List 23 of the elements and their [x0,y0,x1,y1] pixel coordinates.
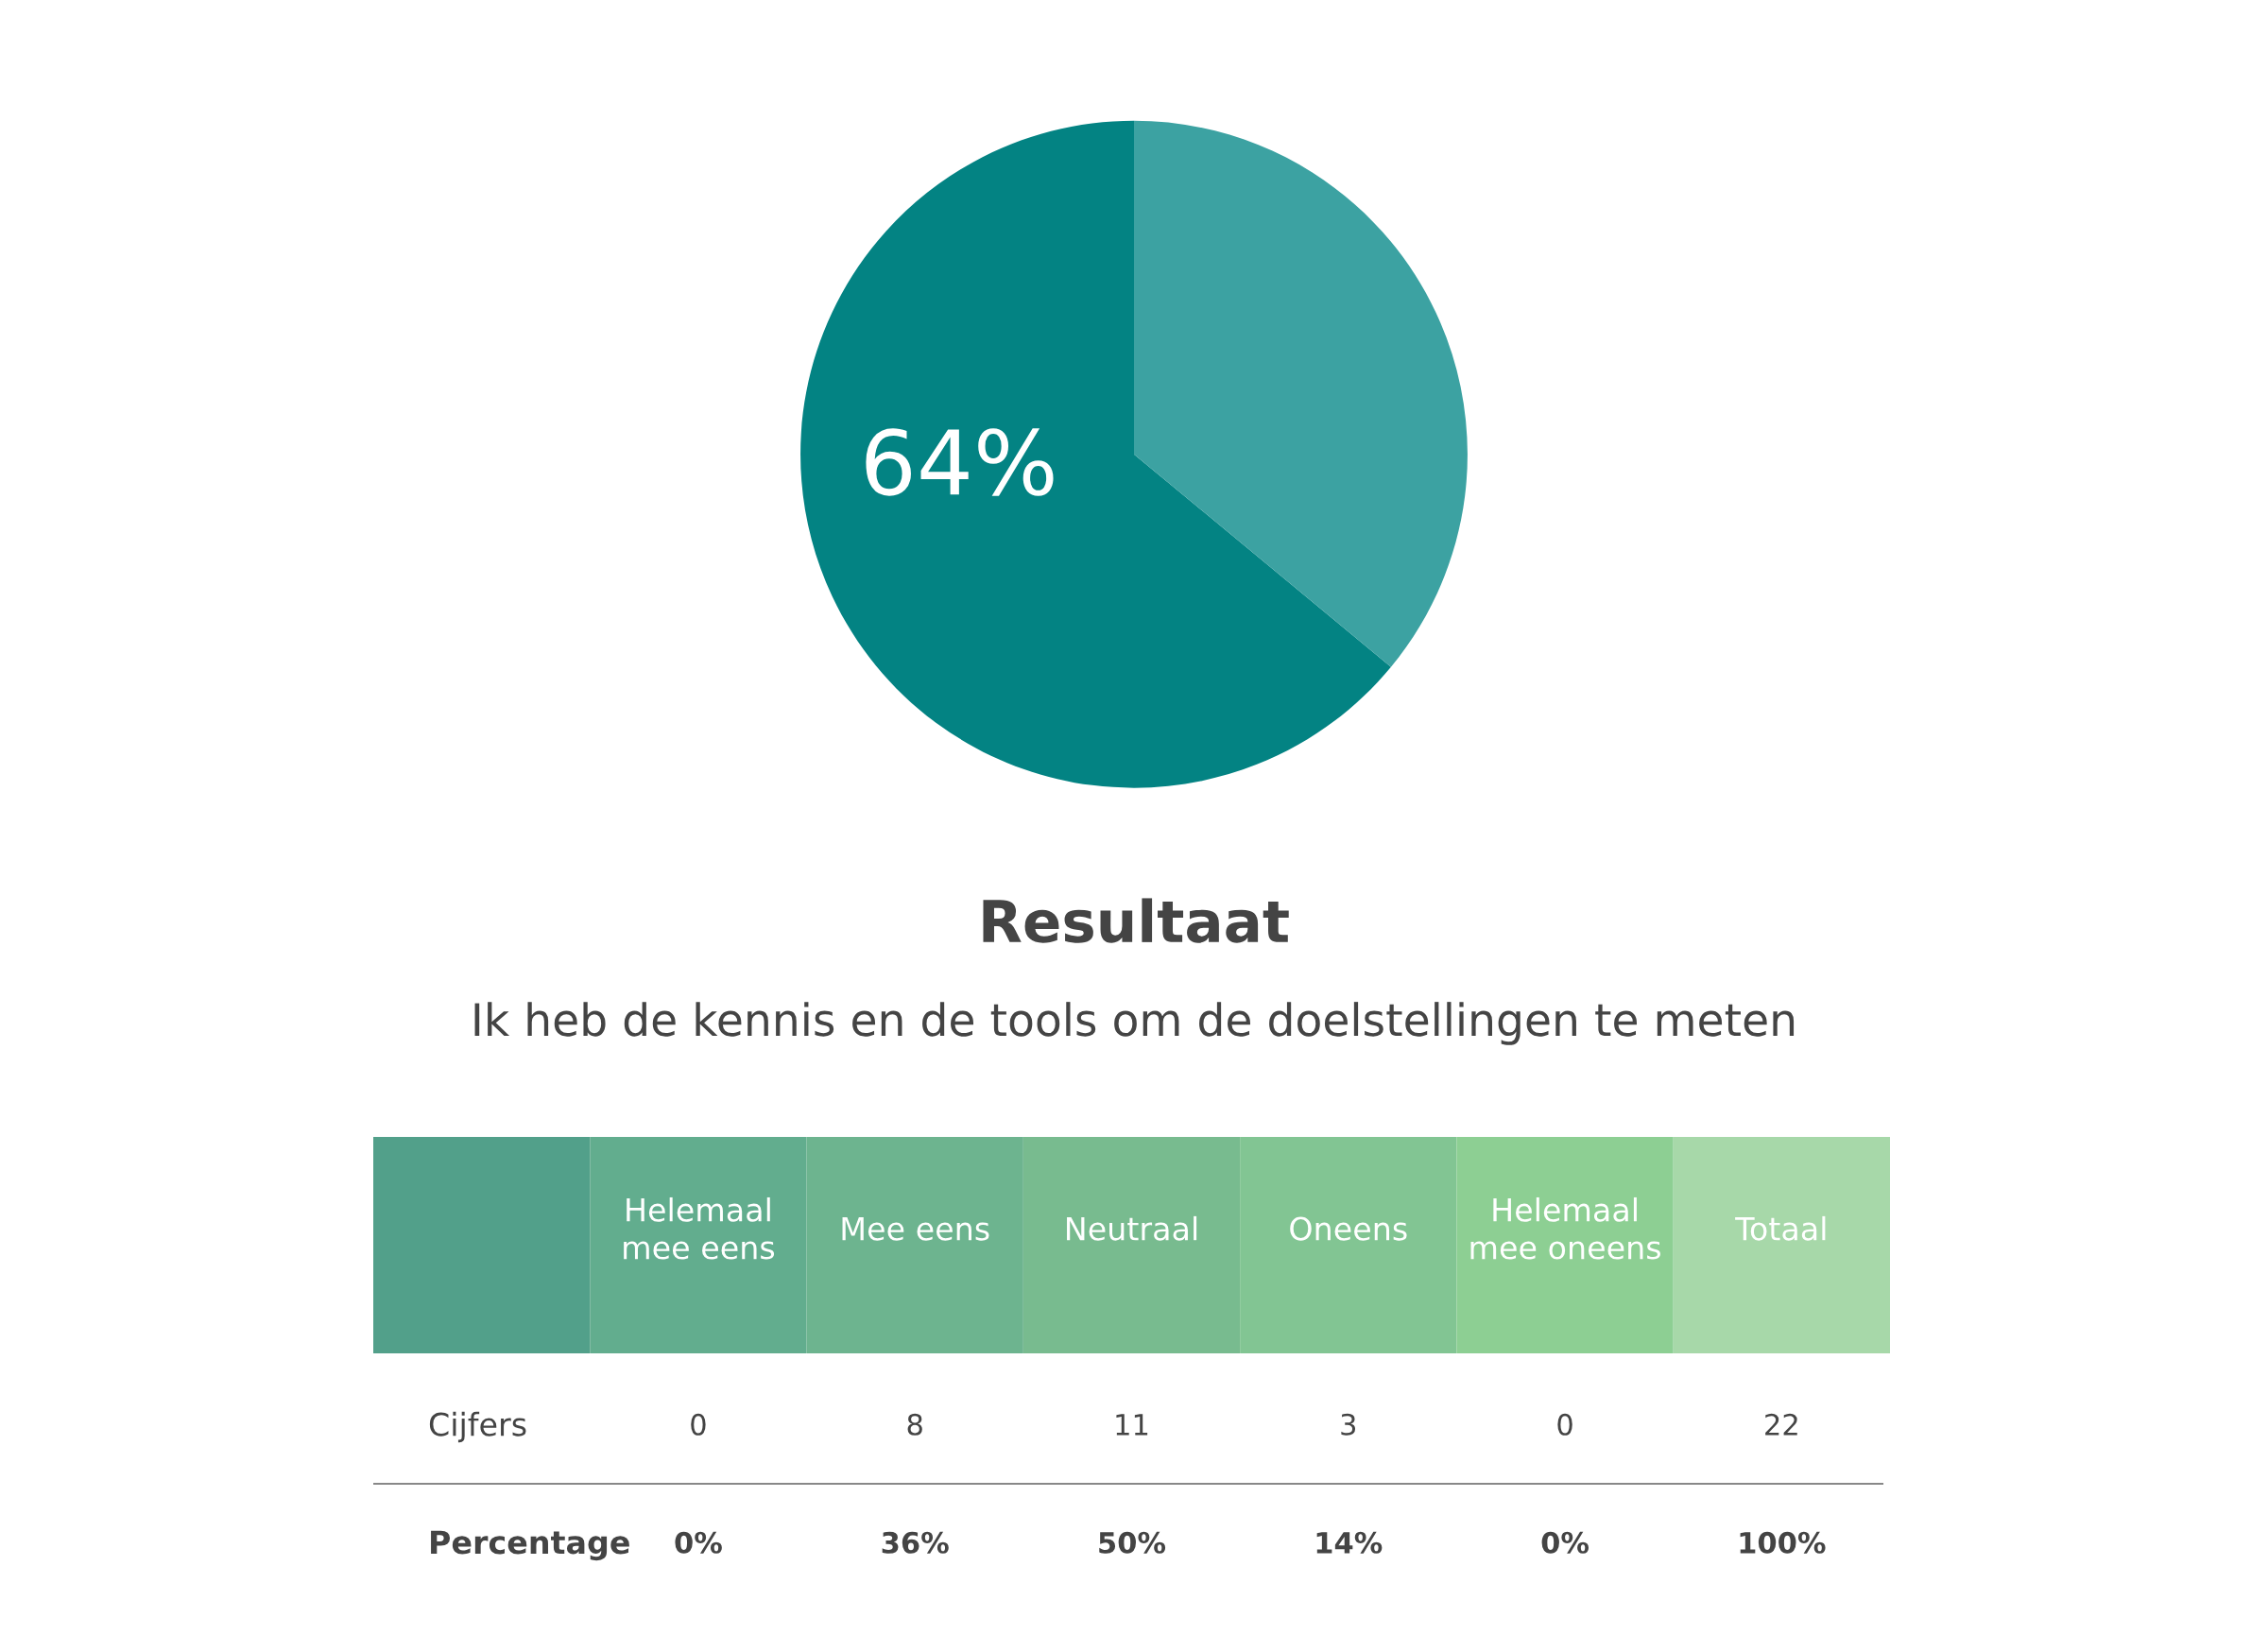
text: 0 [691,1413,706,1436]
text: 3 [1341,1413,1356,1436]
category-label: Helemaal mee oneens [1470,1196,1660,1260]
text: 14% [1316,1531,1383,1554]
text: 36% [882,1531,949,1554]
text: 11 [1116,1414,1148,1436]
category-label: Mee eens [842,1216,989,1241]
text: Ik heb de kennis en de tools om de doelstellingen te meten [474,1002,1795,1045]
text: 0 [1557,1413,1572,1436]
category-label: Totaal [1735,1215,1826,1241]
category-label: Percentage [431,1530,629,1561]
category-label: Helemaal mee eens [624,1196,775,1260]
text: 0% [1541,1531,1589,1554]
category-label: Cijfers [429,1411,526,1443]
text: 22 [1765,1413,1797,1436]
category-label: Oneens [1290,1216,1407,1241]
text: Resultaat [983,898,1289,943]
text: 8 [907,1413,922,1436]
text: 0% [675,1531,722,1554]
text: 50% [1099,1531,1166,1554]
text: 100% [1740,1531,1826,1554]
category-label: Neutraal [1067,1215,1197,1241]
data-label: 64% [866,428,1054,496]
